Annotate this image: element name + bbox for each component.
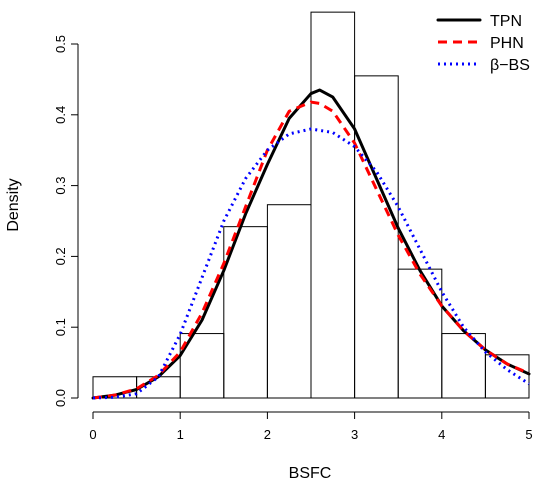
y-tick-label: 0.4 xyxy=(53,106,68,124)
x-tick-label: 4 xyxy=(438,427,445,442)
y-axis-title: Density xyxy=(5,178,22,231)
legend-label-1: PHN xyxy=(490,35,524,52)
x-tick-label: 3 xyxy=(351,427,358,442)
density-curve-2 xyxy=(92,127,530,400)
histogram-bar-9 xyxy=(484,354,530,399)
legend: TPN PHN β−BS xyxy=(436,13,530,74)
histogram-bar-4 xyxy=(266,204,312,399)
x-tick-label: 1 xyxy=(177,427,184,442)
y-tick-label: 0.5 xyxy=(53,35,68,53)
histogram-bars xyxy=(92,11,530,399)
axes: 0 1 2 3 4 5 0.0 0.1 0.2 0.3 0.4 0.5 xyxy=(53,35,533,442)
y-tick-label: 0.2 xyxy=(53,247,68,265)
x-tick-label: 0 xyxy=(89,427,96,442)
x-tick-label: 5 xyxy=(525,427,532,442)
y-tick-label: 0.3 xyxy=(53,177,68,195)
y-tick-label: 0.1 xyxy=(53,318,68,336)
histogram-bar-5 xyxy=(310,11,356,399)
histogram-bar-6 xyxy=(354,75,399,399)
y-tick-label: 0.0 xyxy=(53,389,68,407)
legend-label-0: TPN xyxy=(490,13,522,30)
histogram-bar-7 xyxy=(397,268,443,399)
density-curve-1 xyxy=(92,100,530,400)
density-curve-0 xyxy=(91,88,531,400)
legend-label-2: β−BS xyxy=(490,57,530,74)
x-axis-title: BSFC xyxy=(289,465,332,482)
density-curves xyxy=(91,88,531,400)
x-tick-label: 2 xyxy=(264,427,271,442)
